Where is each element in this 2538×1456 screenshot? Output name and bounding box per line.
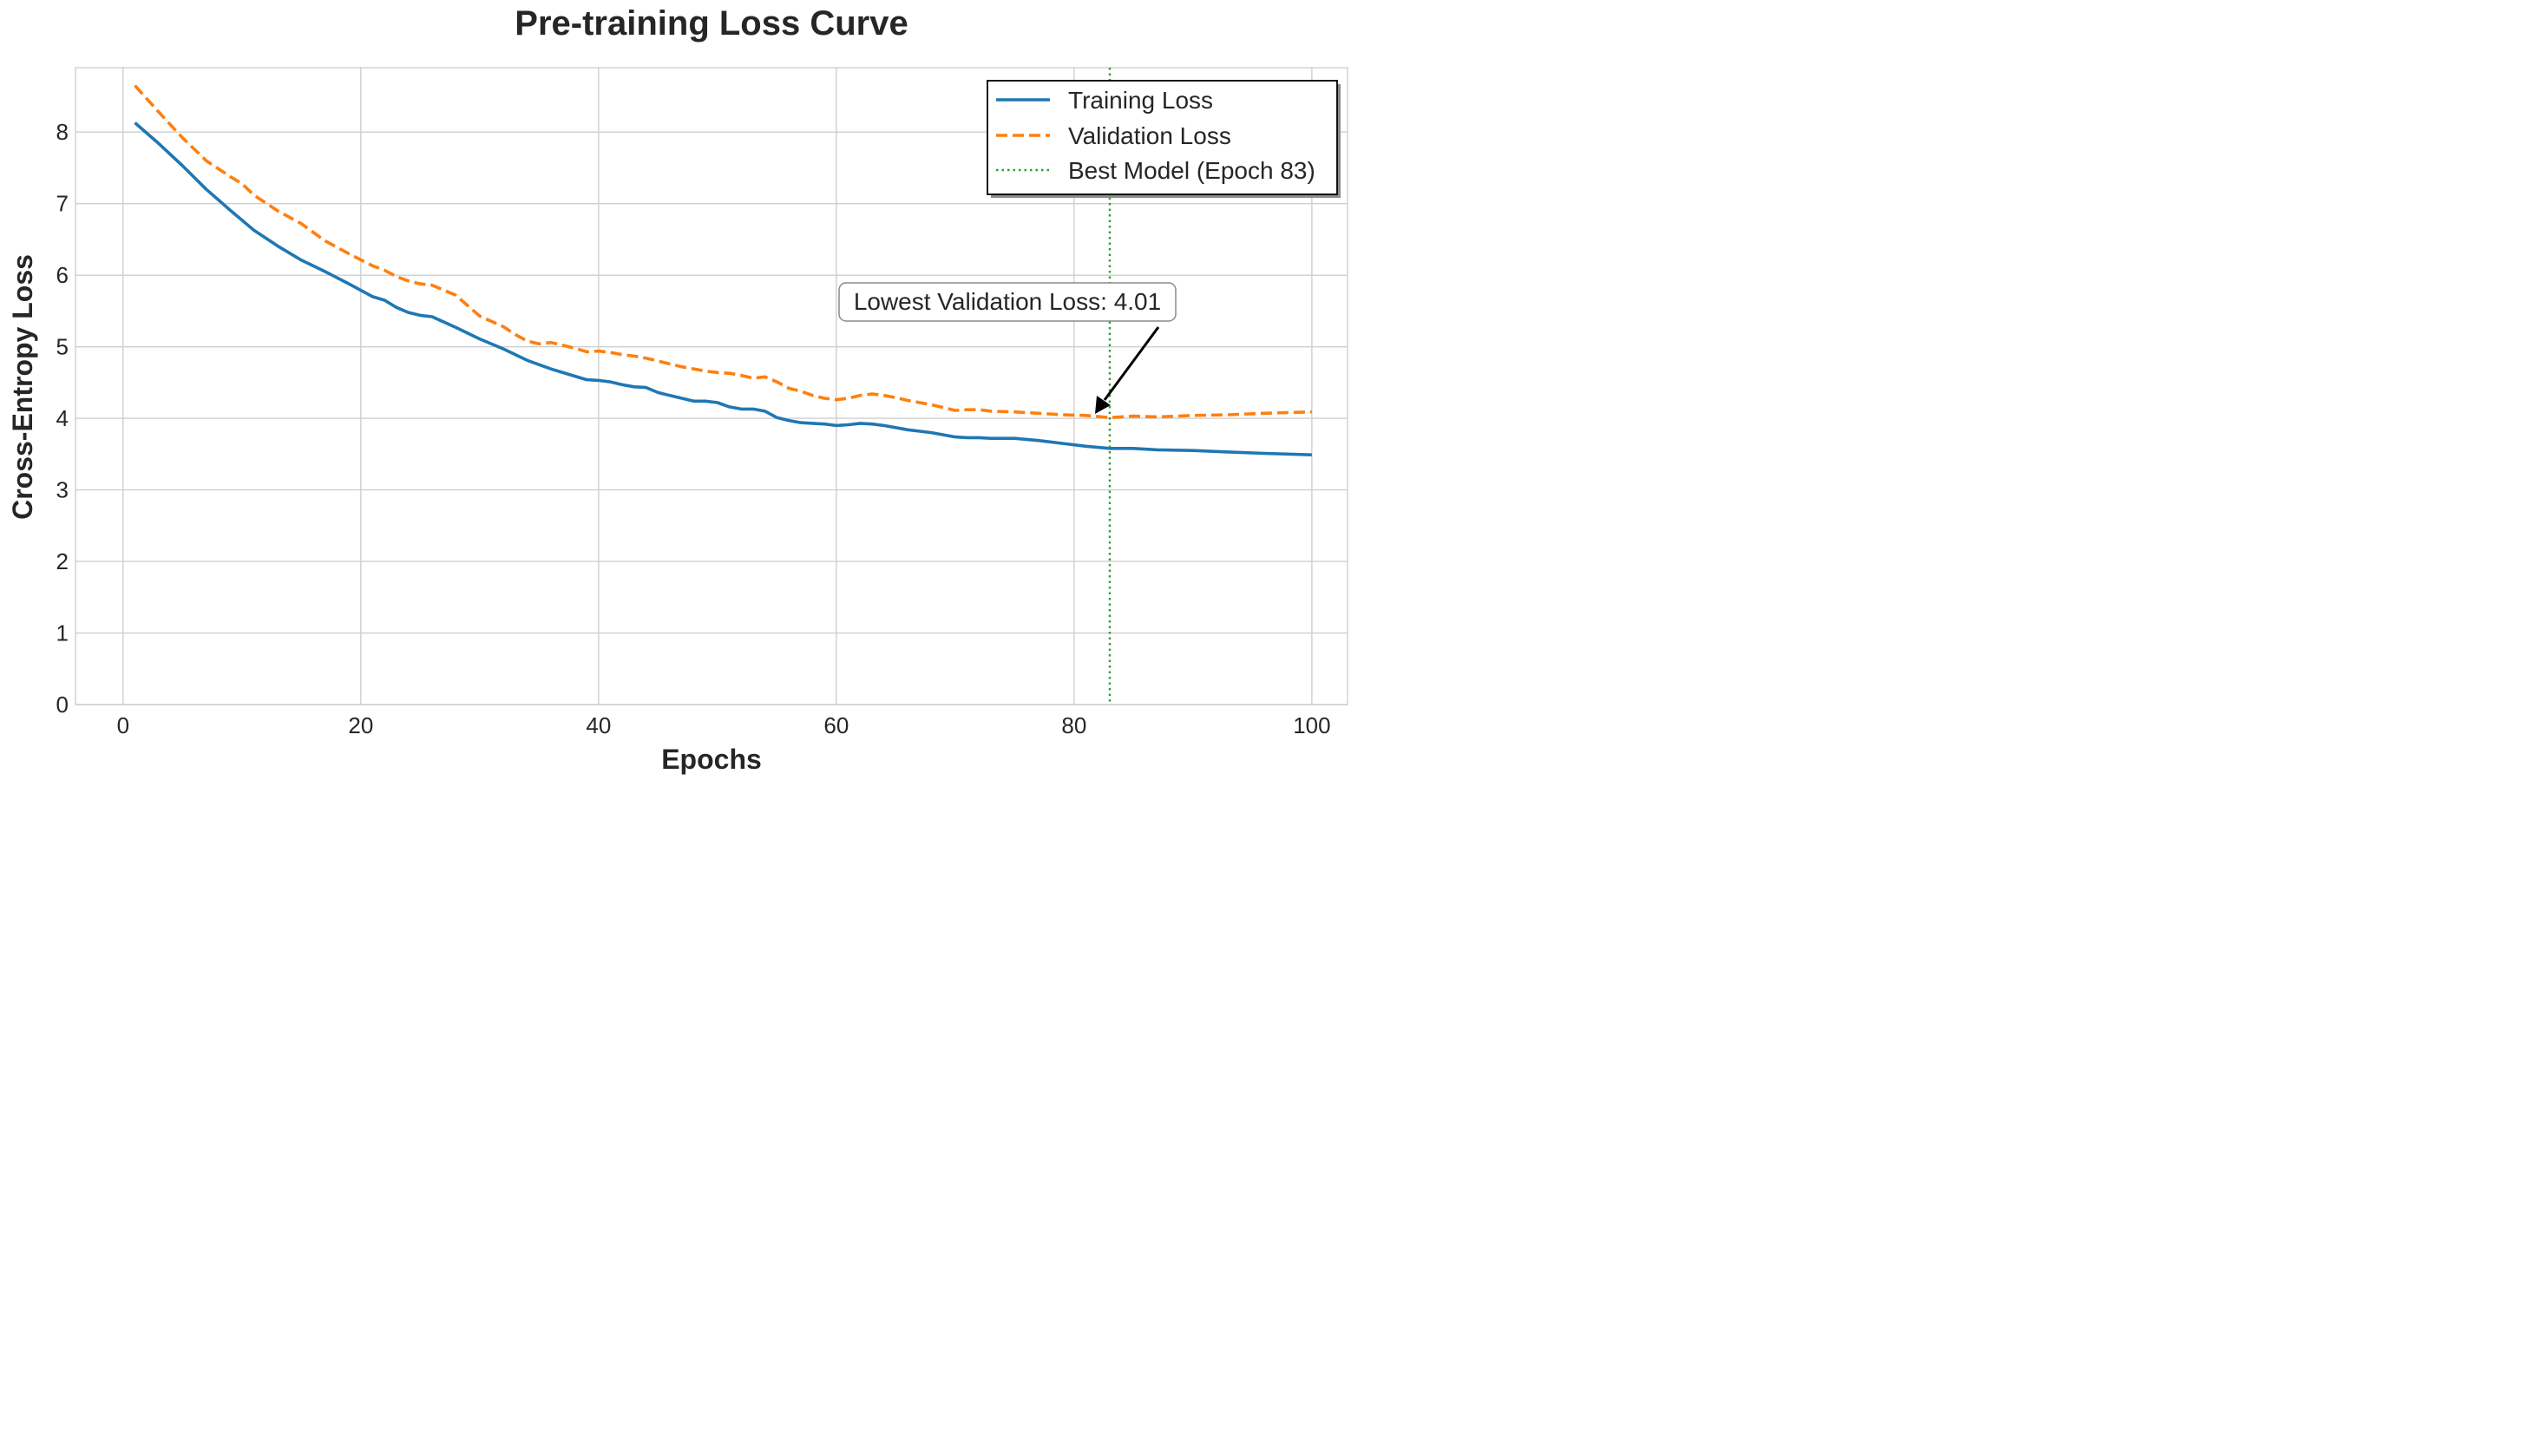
x-tick-label: 40	[586, 712, 611, 738]
plot-area-frame	[75, 67, 1348, 705]
y-tick-label: 7	[56, 191, 69, 217]
training-loss-line	[134, 121, 1312, 456]
annotation-arrow-head	[1095, 396, 1111, 414]
validation-loss-line	[134, 84, 1312, 420]
y-tick-label: 6	[56, 262, 69, 288]
y-tick-label: 8	[56, 119, 69, 145]
legend: Training Loss Validation Loss Best Model…	[987, 80, 1341, 198]
y-tick-label: 1	[56, 620, 69, 646]
y-tick-label: 5	[56, 334, 69, 360]
x-tick-label: 80	[1061, 712, 1086, 738]
annotation-box	[838, 282, 1177, 322]
legend-label-training: Training Loss	[1068, 87, 1213, 114]
x-tick-label: 100	[1293, 712, 1330, 738]
loss-chart: Pre-training Loss Curve 0 20 40 60 80 100 0 1 2 3…	[7, 4, 1348, 775]
x-tick-label: 20	[348, 712, 373, 738]
annotation-arrow	[1103, 326, 1160, 401]
legend-label-validation: Validation Loss	[1068, 122, 1231, 149]
y-tick-label: 0	[56, 692, 69, 718]
chart-title: Pre-training Loss Curve	[515, 4, 908, 43]
y-tick-label: 2	[56, 548, 69, 574]
y-tick-label: 4	[56, 405, 69, 431]
x-axis-label: Epochs	[661, 744, 762, 775]
tick-labels: 0 20 40 60 80 100 0 1 2 3 4 5 6 7 8	[56, 119, 1331, 738]
x-tick-label: 60	[823, 712, 849, 738]
annotation-text: Lowest Validation Loss: 4.01	[854, 288, 1161, 315]
y-axis-label: Cross-Entropy Loss	[7, 254, 38, 520]
legend-label-best-model: Best Model (Epoch 83)	[1068, 157, 1315, 184]
x-tick-label: 0	[117, 712, 129, 738]
annotation: Lowest Validation Loss: 4.01	[838, 282, 1177, 414]
y-tick-label: 3	[56, 477, 69, 503]
series-lines	[134, 84, 1312, 456]
